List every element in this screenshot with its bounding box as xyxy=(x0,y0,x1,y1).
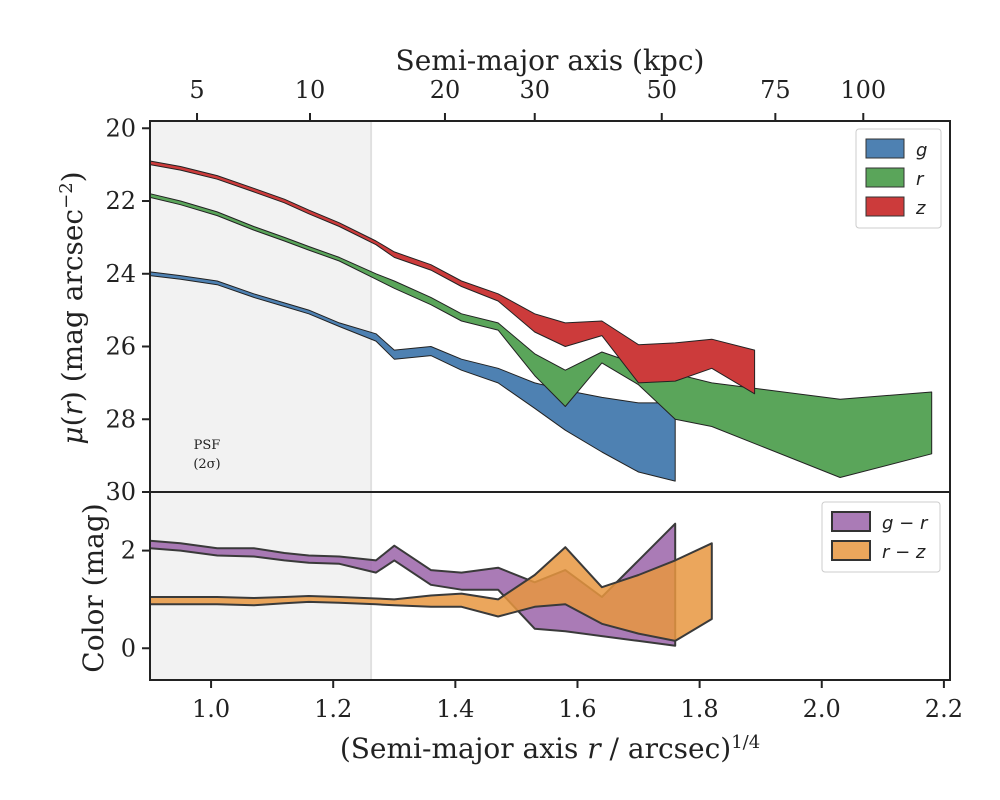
psf-label: PSF xyxy=(194,438,221,453)
bottom-x-tick-label-6: 2.2 xyxy=(925,695,963,723)
top-x-axis-label: Semi-major axis (kpc) xyxy=(396,44,705,77)
top-y-tick-label-4: 28 xyxy=(105,405,136,433)
top-x-tick-label-3: 30 xyxy=(519,76,550,104)
legend-swatch-4 xyxy=(831,540,871,561)
legend-label-1: r xyxy=(916,169,925,190)
series-band-0 xyxy=(149,271,676,482)
bottom-x-tick-label-4: 1.8 xyxy=(681,695,719,723)
top-y-tick-label-2: 24 xyxy=(105,260,136,288)
bottom-y-axis-label: Color (mag) xyxy=(77,503,110,672)
top-x-tick-label-1: 10 xyxy=(295,76,326,104)
bottom-y-tick-label-1: 2 xyxy=(121,537,136,565)
bottom-panel-frame xyxy=(149,491,951,681)
legend-label-2: z xyxy=(915,198,926,219)
legend-label-4: r − z xyxy=(882,542,926,563)
legend-swatch-3 xyxy=(831,511,871,532)
top-x-tick-label-4: 50 xyxy=(646,76,677,104)
color-panel: 0 2 1.0 1.2 1.4 1.6 1.8 2.0 2.2 g − r r − z xyxy=(121,491,963,723)
legend-label-0: g xyxy=(916,140,927,161)
legend-swatch-0 xyxy=(865,138,905,159)
series-band-3 xyxy=(149,522,677,647)
top-y-axis-label: μ(r) (mag arcsec−2) xyxy=(56,171,90,444)
legend: grz xyxy=(855,128,942,229)
series-band-4 xyxy=(149,542,713,642)
top-y-tick-label-0: 20 xyxy=(105,114,136,142)
top-x-tick-label-0: 5 xyxy=(189,76,204,104)
bottom-x-tick-label-5: 2.0 xyxy=(803,695,841,723)
bottom-x-tick-label-2: 1.4 xyxy=(436,695,474,723)
bottom-x-axis-label: (Semi-major axis r / arcsec)1/4 xyxy=(340,732,760,766)
psf-region xyxy=(150,121,372,492)
psf-region-color xyxy=(150,492,372,680)
top-y-tick-label-1: 22 xyxy=(105,187,136,215)
bottom-x-tick-label-0: 1.0 xyxy=(192,695,230,723)
legend-swatch-1 xyxy=(865,167,905,188)
bottom-x-tick-label-1: 1.2 xyxy=(314,695,352,723)
psf-sigma-label: (2σ) xyxy=(193,457,220,472)
legend: g − r r − z xyxy=(821,501,941,573)
top-x-tick-label-6: 100 xyxy=(840,76,886,104)
series-band-1 xyxy=(149,193,933,478)
legend-label-3: g − r xyxy=(882,513,929,534)
top-x-tick-label-5: 75 xyxy=(760,76,791,104)
bottom-y-tick-label-0: 0 xyxy=(121,634,136,662)
top-x-tick-label-2: 20 xyxy=(430,76,461,104)
top-y-tick-label-5: 30 xyxy=(105,478,136,506)
surface-brightness-panel: PSF (2σ) 20 22 24 26 28 30 5 10 20 30 50 75 100 grz xyxy=(105,76,951,506)
legend-swatch-2 xyxy=(865,196,905,217)
top-y-tick-label-3: 26 xyxy=(105,333,136,361)
series-band-2 xyxy=(149,160,756,395)
bottom-x-tick-label-3: 1.6 xyxy=(558,695,596,723)
